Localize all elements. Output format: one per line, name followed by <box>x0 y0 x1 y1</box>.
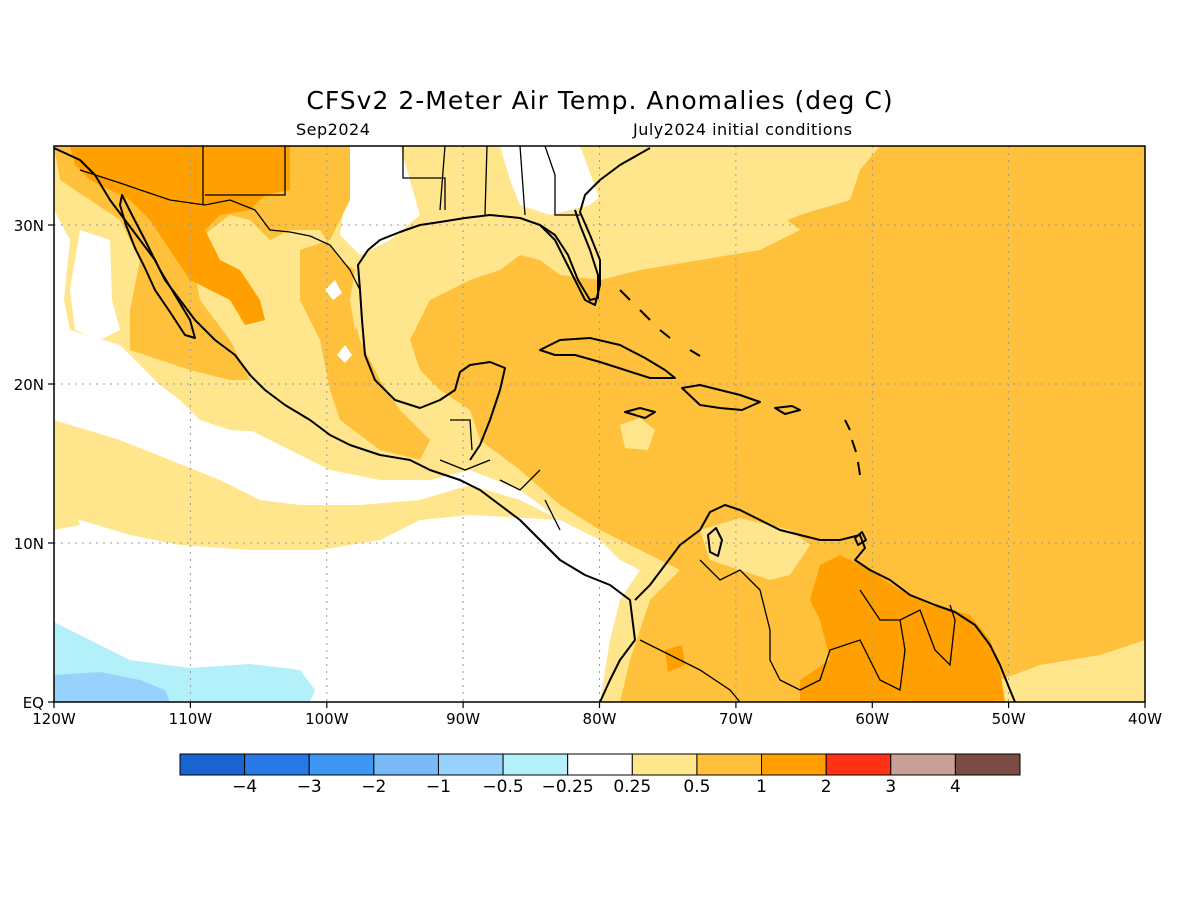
lon-label: 60W <box>855 710 889 728</box>
lat-label: 20N <box>14 376 44 394</box>
colorbar-label: −1 <box>426 777 451 797</box>
border-central-america <box>439 419 561 531</box>
coastline-bahamas <box>619 289 701 357</box>
colorbar-label: −2 <box>361 777 386 797</box>
colorbar-swatch <box>502 753 569 776</box>
map-title: CFSv2 2-Meter Air Temp. Anomalies (deg C… <box>306 86 894 115</box>
axis-ticks <box>48 224 1146 708</box>
lat-label: 30N <box>14 217 44 235</box>
border-us-mexico <box>79 169 361 291</box>
anomaly-region-orange-gulf <box>420 260 575 355</box>
lon-label: 120W <box>32 710 76 728</box>
lon-label: 40W <box>1128 710 1162 728</box>
coastline-pacific-mexico <box>54 147 636 702</box>
coastline-florida <box>539 209 599 301</box>
lat-labels: EQ 10N 20N 30N <box>14 217 44 712</box>
lat-label: 10N <box>14 535 44 553</box>
anomaly-field <box>54 146 1145 702</box>
anomaly-region-yellow-venezuela <box>700 518 810 580</box>
lon-label: 50W <box>992 710 1026 728</box>
colorbar-swatch <box>825 753 892 776</box>
colorbar-label: −0.5 <box>482 777 523 797</box>
lat-label: EQ <box>23 694 44 712</box>
colorbar-label: −0.25 <box>542 777 594 797</box>
anomaly-region-yellow-blob <box>180 392 268 432</box>
anomaly-region-yellow-band <box>54 420 560 550</box>
colorbar-swatch <box>761 753 827 776</box>
anomaly-region-yellow-patch <box>54 470 80 530</box>
colorbar-swatch <box>954 753 1021 776</box>
lon-label: 90W <box>446 710 480 728</box>
lon-label: 70W <box>719 710 753 728</box>
colorbar-swatch <box>308 753 375 776</box>
border-us-states <box>202 146 580 216</box>
colorbar-swatch <box>567 753 633 776</box>
anomaly-region-yellow-caribbean <box>620 418 655 450</box>
anomaly-region-yellow-se <box>1000 640 1145 702</box>
border-south-america <box>639 559 956 702</box>
colorbar-swatch <box>179 753 246 776</box>
colorbar-swatch <box>696 753 763 776</box>
colorbar: −4 −3 −2 −1 −0.5 −0.25 0.25 0.5 1 2 3 4 <box>179 753 1021 797</box>
coastline-cuba <box>539 337 676 379</box>
colorbar-label: 3 <box>885 777 896 797</box>
colorbar-label: −4 <box>232 777 257 797</box>
coastline-maracaibo <box>707 527 723 557</box>
coastlines <box>54 147 1016 702</box>
coastline-yucatan <box>359 289 506 461</box>
anomaly-region-dark-orange-small <box>665 645 685 672</box>
anomaly-region-orange <box>410 146 1145 702</box>
anomaly-region-white-pacific <box>54 210 640 702</box>
colorbar-label: 2 <box>821 777 832 797</box>
colorbar-label: 0.25 <box>613 777 651 797</box>
coastline-jamaica <box>624 407 656 419</box>
anomaly-region-dark-orange-guianas <box>800 555 1005 702</box>
anomaly-region-blue <box>54 672 170 702</box>
colorbar-swatch <box>631 753 698 776</box>
lon-label: 100W <box>305 710 349 728</box>
valid-month-label: Sep2024 <box>296 120 371 139</box>
political-borders <box>79 146 956 702</box>
colorbar-swatch <box>437 753 504 776</box>
lon-label: 110W <box>169 710 213 728</box>
colorbar-swatch <box>890 753 956 776</box>
lon-labels: 120W 110W 100W 90W 80W 70W 60W 50W 40W <box>32 710 1162 728</box>
anomaly-region-yellow-gulf <box>350 245 420 330</box>
colorbar-label: −3 <box>297 777 322 797</box>
coastline-trinidad <box>854 531 867 546</box>
anomaly-region-white-us <box>340 146 420 255</box>
colorbar-swatch <box>244 753 310 776</box>
initial-conditions-label: July2024 initial conditions <box>633 120 853 139</box>
coastline-gulf <box>357 147 651 306</box>
colorbar-swatch <box>373 753 439 776</box>
coastline-south-america <box>634 504 1016 702</box>
lon-label: 80W <box>583 710 617 728</box>
anomaly-region-dark-orange-mexico <box>70 146 290 325</box>
anomaly-region-white-spot <box>325 280 342 300</box>
colorbar-label: 4 <box>950 777 961 797</box>
anomaly-region-yellow-atlantic <box>580 146 880 260</box>
coastline-baja <box>119 194 196 339</box>
colorbar-label: 1 <box>756 777 767 797</box>
anomaly-region-white-spot-2 <box>337 345 352 363</box>
coastline-lesser-antilles <box>844 419 861 476</box>
anomaly-region-white-offshore <box>70 230 120 340</box>
coastline-puerto-rico <box>774 405 801 415</box>
colorbar-label: 0.5 <box>683 777 710 797</box>
coastline-hispaniola <box>681 384 761 411</box>
